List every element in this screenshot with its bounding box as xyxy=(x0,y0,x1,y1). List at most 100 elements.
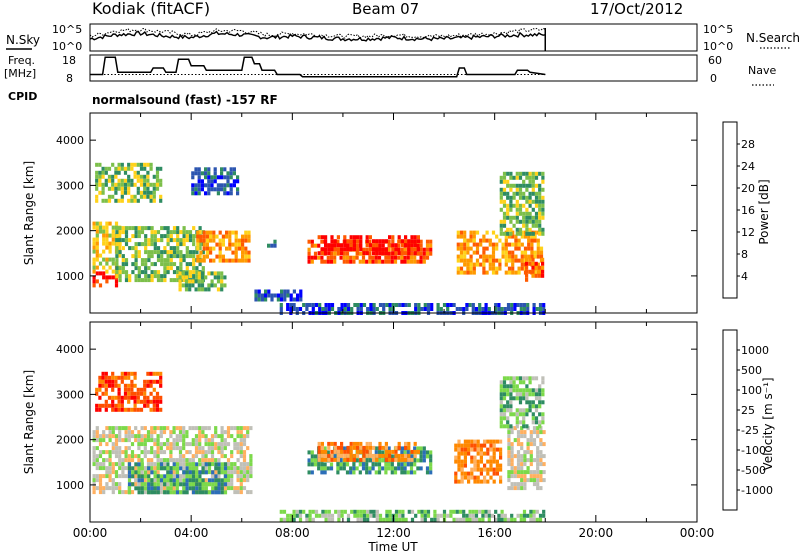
velocity-cell xyxy=(359,509,363,514)
power-cell xyxy=(120,162,124,167)
power-cell xyxy=(146,174,150,179)
power-cell xyxy=(216,175,220,180)
velocity-cell xyxy=(516,454,521,459)
power-cell xyxy=(409,251,414,256)
velocity-cell xyxy=(391,449,395,454)
power-cell xyxy=(192,238,196,243)
power-cell xyxy=(531,273,535,278)
velocity-cell xyxy=(523,482,527,487)
velocity-cell xyxy=(539,450,543,455)
velocity-cell xyxy=(204,426,208,431)
power-cell xyxy=(101,190,105,195)
power-cell xyxy=(146,186,150,191)
power-cell xyxy=(413,239,417,244)
velocity-cell xyxy=(153,438,157,443)
velocity-cell xyxy=(406,470,410,475)
velocity-cell xyxy=(239,486,243,491)
velocity-cell xyxy=(95,430,99,435)
velocity-cell xyxy=(123,383,128,388)
power-cell xyxy=(541,269,545,274)
velocity-cell xyxy=(513,486,517,491)
velocity-cell xyxy=(520,434,524,439)
power-cell xyxy=(216,275,221,280)
velocity-cell xyxy=(207,466,212,471)
velocity-cell xyxy=(127,474,132,479)
power-cell xyxy=(525,171,529,176)
velocity-cell xyxy=(457,459,461,464)
velocity-cell xyxy=(539,438,543,443)
power-cell xyxy=(118,270,122,275)
power-ytick-label: 3000 xyxy=(56,179,84,192)
power-cell xyxy=(522,223,526,228)
velocity-cell xyxy=(156,438,160,443)
power-cell xyxy=(102,257,106,262)
power-cell xyxy=(324,251,328,256)
power-cell xyxy=(413,255,417,260)
velocity-cell xyxy=(359,449,363,454)
power-cell xyxy=(313,255,318,260)
power-cell xyxy=(123,170,128,175)
velocity-cell xyxy=(366,513,370,518)
power-cell xyxy=(232,167,236,172)
velocity-cell xyxy=(518,400,523,405)
velocity-cell xyxy=(406,450,410,455)
power-cell xyxy=(159,166,163,171)
power-cell xyxy=(176,254,180,259)
power-cell xyxy=(134,258,138,263)
velocity-cell xyxy=(114,482,119,487)
power-cell xyxy=(507,242,512,247)
velocity-cell xyxy=(507,434,511,439)
power-cell xyxy=(413,259,417,264)
power-cell xyxy=(115,258,119,263)
velocity-cell xyxy=(362,509,367,514)
velocity-cell xyxy=(394,449,398,454)
velocity-cell xyxy=(384,466,388,471)
velocity-cell xyxy=(333,454,337,459)
power-cell xyxy=(176,270,180,275)
freq-line-0 xyxy=(90,56,546,78)
velocity-cell xyxy=(467,479,471,484)
power-cell xyxy=(463,238,467,243)
velocity-cell xyxy=(159,375,163,380)
power-cell xyxy=(531,183,535,188)
velocity-cell xyxy=(541,412,545,417)
power-cell xyxy=(182,238,186,243)
power-cell xyxy=(538,195,542,200)
velocity-cell xyxy=(520,454,524,459)
power-cell xyxy=(234,230,238,235)
time-tick-label: 00:00 xyxy=(680,526,715,540)
velocity-cell xyxy=(143,379,147,384)
velocity-cell xyxy=(111,490,115,495)
power-cell xyxy=(223,187,227,192)
velocity-cell xyxy=(162,458,167,463)
power-cell xyxy=(400,259,404,264)
power-cell xyxy=(197,167,201,172)
velocity-cell xyxy=(217,474,221,479)
power-cell xyxy=(539,246,544,251)
power-cell xyxy=(538,211,542,216)
power-cell xyxy=(194,183,198,188)
velocity-cell xyxy=(358,470,362,475)
velocity-cell xyxy=(127,462,132,467)
velocity-cell xyxy=(143,478,147,483)
velocity-cell xyxy=(320,449,324,454)
velocity-cell xyxy=(191,454,195,459)
velocity-cell xyxy=(292,509,296,514)
power-cell xyxy=(213,283,217,288)
velocity-cell xyxy=(140,466,144,471)
power-cell xyxy=(111,186,115,191)
velocity-cell xyxy=(198,450,202,455)
velocity-cell xyxy=(169,430,173,435)
velocity-cell xyxy=(377,470,382,475)
velocity-cell xyxy=(377,458,382,463)
velocity-cell xyxy=(175,442,179,447)
power-cell xyxy=(502,179,507,184)
power-cell xyxy=(475,242,480,247)
power-cell xyxy=(166,242,170,247)
power-cell xyxy=(456,270,460,275)
velocity-cell xyxy=(403,462,407,467)
power-cell xyxy=(482,266,486,271)
velocity-cell xyxy=(175,462,180,467)
power-cell xyxy=(531,215,535,220)
power-cell xyxy=(292,297,296,302)
